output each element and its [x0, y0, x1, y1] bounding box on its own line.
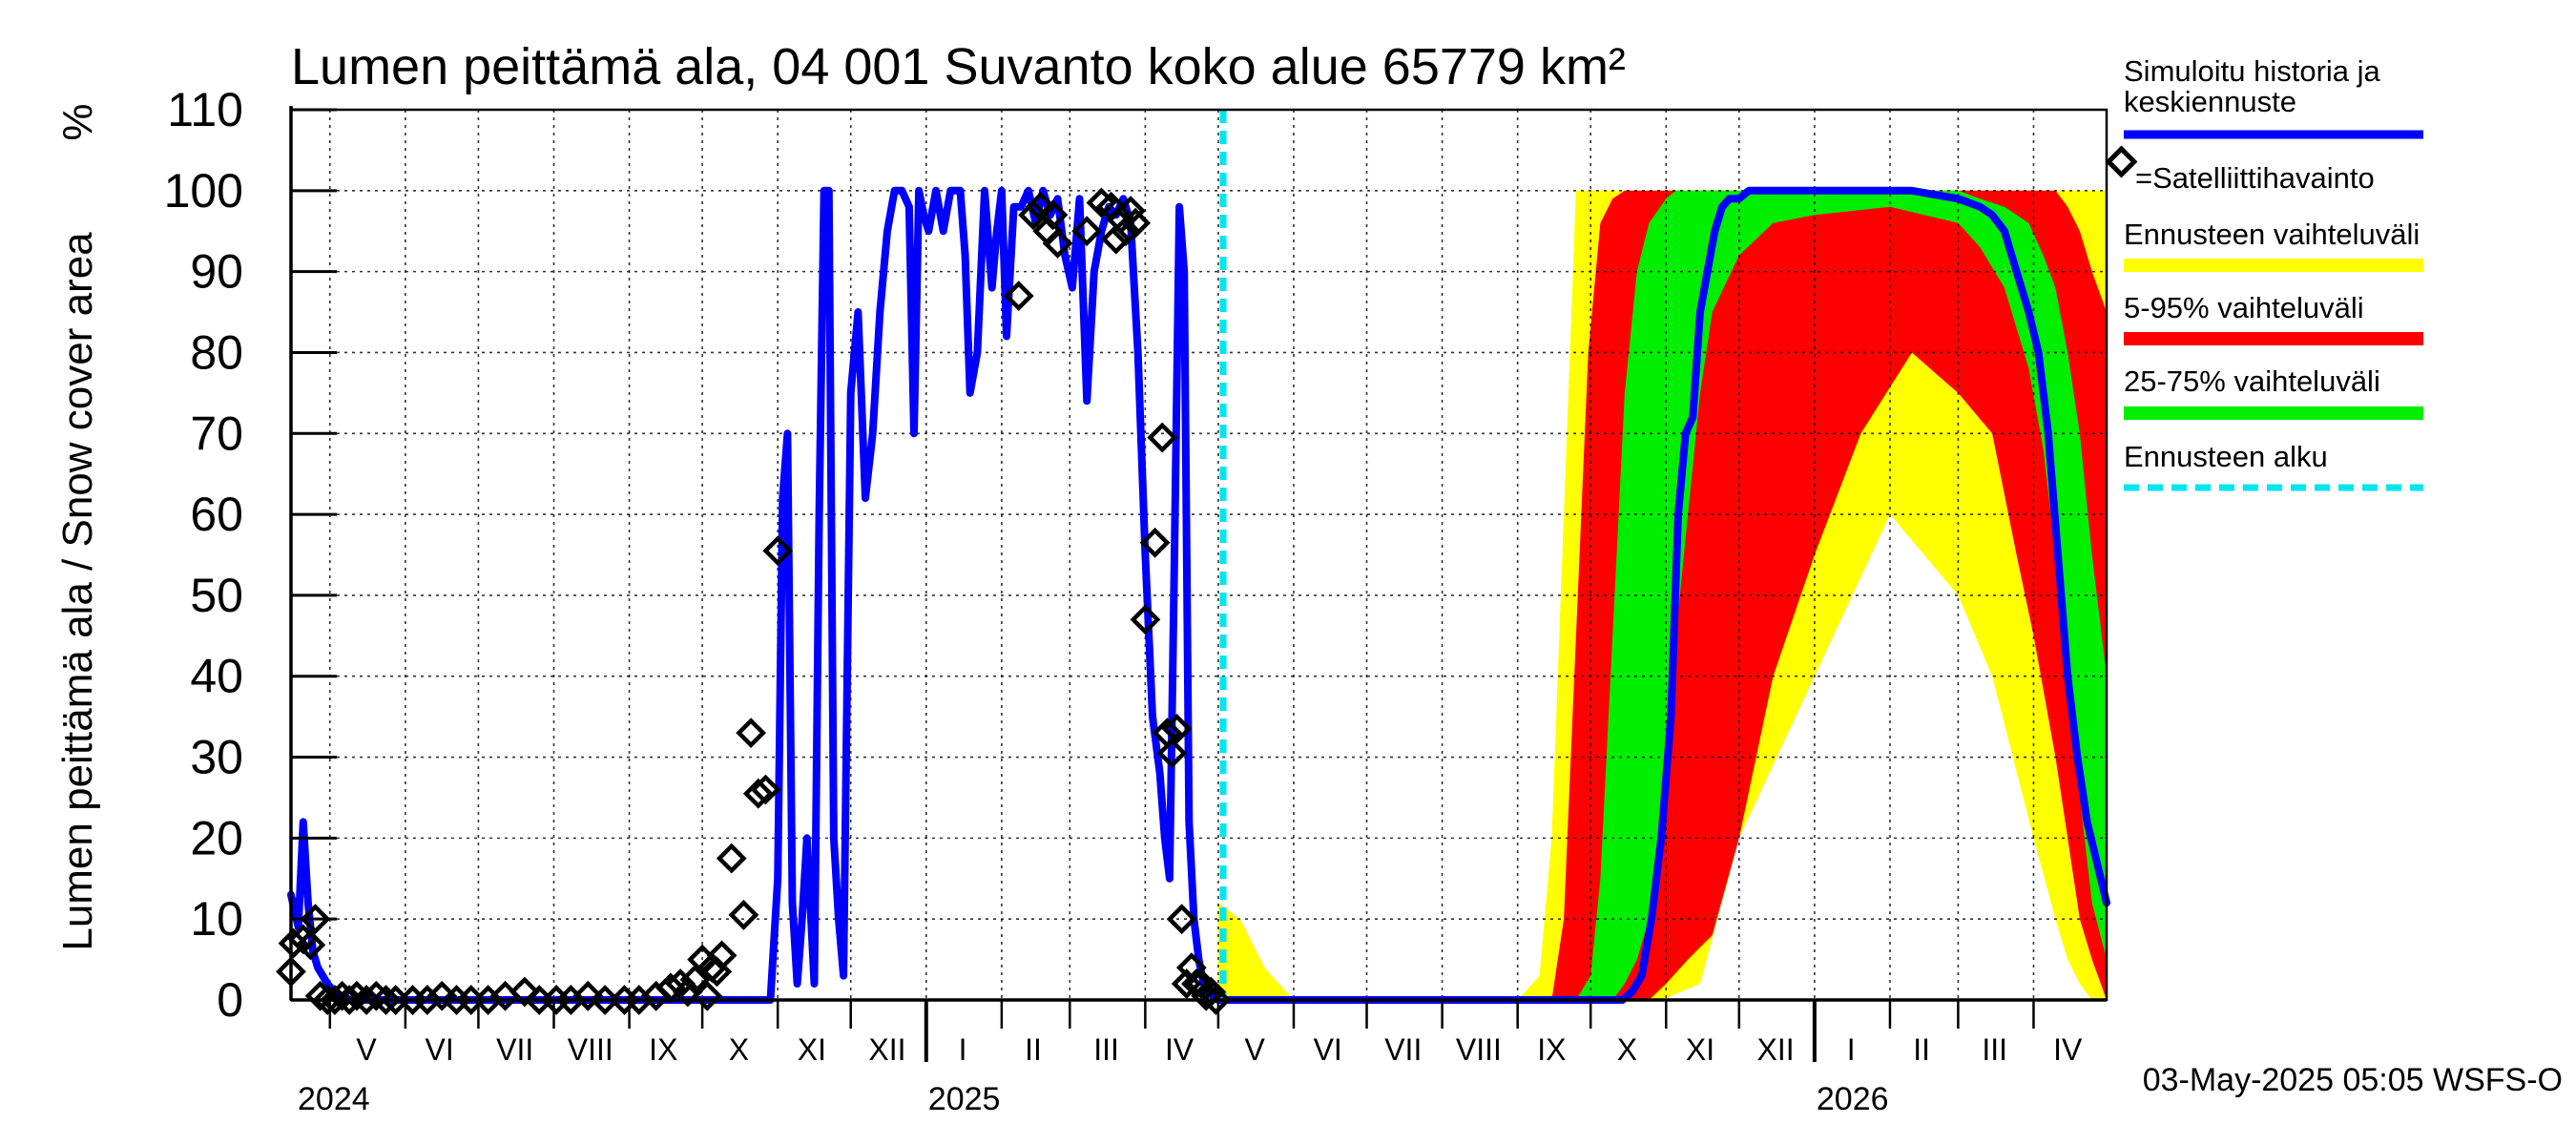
- legend-label-sim-line2: keskiennuste: [2124, 85, 2296, 118]
- y-tick-label: 60: [190, 488, 243, 541]
- x-month-label: III: [1982, 1032, 2007, 1067]
- y-tick-label: 70: [190, 406, 243, 460]
- observation-point: [736, 718, 767, 749]
- x-month-label: I: [1847, 1032, 1856, 1067]
- x-year-label: 2026: [1817, 1081, 1889, 1117]
- legend-label-sim-line1: Simuloitu historia ja: [2124, 54, 2381, 88]
- x-month-label: XII: [1757, 1032, 1795, 1067]
- x-month-label: II: [1913, 1032, 1930, 1067]
- x-month-label: XI: [1686, 1032, 1714, 1067]
- legend: Simuloitu historia ja keskiennuste =Sate…: [2105, 54, 2423, 491]
- y-axis-unit: %: [54, 103, 101, 140]
- y-tick-label: 20: [190, 811, 243, 864]
- x-month-label: IV: [2053, 1032, 2083, 1067]
- observation-point: [1037, 199, 1069, 231]
- observation-point: [300, 904, 331, 935]
- x-month-label: XII: [868, 1032, 905, 1067]
- observation-point: [1025, 191, 1056, 222]
- observation-point: [1071, 216, 1103, 247]
- x-month-label: IX: [1537, 1032, 1566, 1067]
- y-tick-label: 0: [217, 973, 243, 1027]
- x-month-label: VIII: [1456, 1032, 1502, 1067]
- x-year-label: 2025: [928, 1081, 1001, 1117]
- y-tick-label: 40: [190, 650, 243, 703]
- legend-label-5-95: 5-95% vaihteluväli: [2124, 291, 2364, 324]
- y-tick-label: 110: [167, 83, 243, 136]
- observation-point: [1161, 713, 1193, 744]
- observation-point: [1166, 904, 1197, 935]
- y-tick-label: 90: [190, 245, 243, 299]
- series-layer: [287, 186, 2110, 1004]
- observation-point: [750, 774, 781, 805]
- observation-point: [706, 940, 737, 971]
- legend-label-forecast-start: Ennusteen alku: [2124, 440, 2328, 473]
- x-month-label: V: [1244, 1032, 1265, 1067]
- x-month-label: XI: [798, 1032, 826, 1067]
- observation-point: [1200, 985, 1232, 1015]
- observation-point: [1003, 281, 1034, 312]
- y-tick-label: 100: [164, 164, 243, 218]
- observation-point: [590, 985, 620, 1015]
- x-month-label: I: [959, 1032, 967, 1067]
- y-axis-ticks: 0 10 20 30 40 50 60 70 80 90 100 110: [164, 83, 337, 1027]
- satellite-observations: [276, 187, 1232, 1015]
- legend-label-25-75: 25-75% vaihteluväli: [2124, 364, 2380, 398]
- y-tick-label: 80: [190, 325, 243, 379]
- observation-point: [1100, 223, 1132, 255]
- series-line-0: [287, 186, 2110, 1004]
- x-month-label: X: [729, 1032, 749, 1067]
- x-month-label: X: [1617, 1032, 1637, 1067]
- observation-point: [380, 985, 411, 1015]
- observation-point: [762, 535, 794, 567]
- axes-frame: [289, 106, 2109, 1002]
- observation-point: [716, 843, 747, 874]
- observation-point: [1018, 199, 1049, 231]
- x-month-label: V: [356, 1032, 377, 1067]
- footer-timestamp: 03-May-2025 05:05 WSFS-O: [2143, 1062, 2563, 1098]
- observation-point: [1111, 216, 1141, 247]
- legend-label-range: Ennusteen vaihteluväli: [2124, 218, 2420, 251]
- observation-point: [1147, 422, 1178, 453]
- observation-point: [728, 900, 759, 930]
- observation-point: [489, 980, 521, 1011]
- x-month-label: VII: [496, 1032, 533, 1067]
- x-axis-labels: V VI VII VIII IX X XI XII I II III IV V VI VII VIII IX X X…: [298, 1000, 2083, 1117]
- x-month-label: III: [1093, 1032, 1119, 1067]
- x-month-label: IV: [1165, 1032, 1195, 1067]
- y-axis-label: Lumen peittämä ala / Snow cover area: [54, 232, 101, 951]
- legend-label-obs: =Satelliittihavainto: [2135, 161, 2375, 195]
- observation-point: [679, 964, 711, 995]
- y-tick-label: 10: [190, 892, 243, 946]
- x-month-label: IX: [649, 1032, 677, 1067]
- observation-point: [1156, 738, 1188, 769]
- x-month-label: VI: [1314, 1032, 1342, 1067]
- observation-point: [1130, 604, 1161, 635]
- observation-point: [1115, 196, 1146, 226]
- observation-point: [524, 985, 555, 1015]
- observation-point: [1139, 527, 1171, 558]
- observation-point: [276, 956, 306, 988]
- observation-point: [1042, 228, 1073, 259]
- y-tick-label: 50: [190, 569, 243, 622]
- observation-point: [672, 976, 703, 1008]
- x-month-label: VIII: [568, 1032, 613, 1067]
- x-year-label: 2024: [298, 1081, 370, 1117]
- x-month-label: VI: [425, 1032, 453, 1067]
- legend-swatch-obs: [2105, 145, 2138, 178]
- x-month-label: II: [1025, 1032, 1042, 1067]
- y-tick-label: 30: [190, 731, 243, 784]
- observation-point: [295, 929, 326, 961]
- observation-point: [1186, 968, 1216, 999]
- observation-point: [455, 985, 487, 1015]
- observation-point: [1120, 207, 1152, 239]
- x-month-label: VII: [1384, 1032, 1422, 1067]
- chart-title: Lumen peittämä ala, 04 001 Suvanto koko …: [291, 38, 1626, 95]
